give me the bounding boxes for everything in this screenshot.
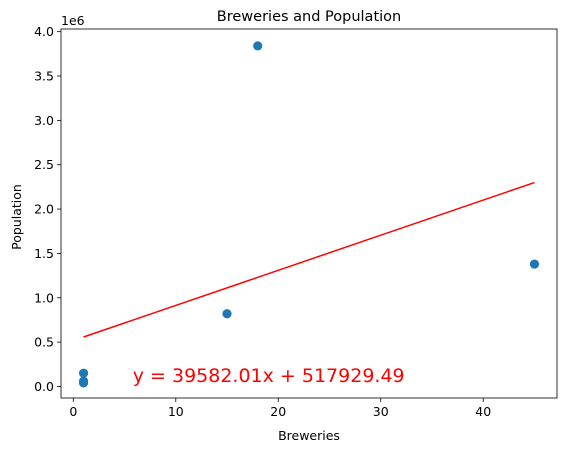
y-tick-label: 1.0: [34, 290, 54, 305]
scatter-point: [78, 368, 89, 378]
x-tick-label: 10: [168, 404, 184, 419]
y-tick-label: 1.5: [34, 246, 54, 261]
y-tick-label: 3.5: [34, 69, 54, 84]
plot-area: 0 10 20 30 40 0.0 0.5 1.0 1.5 2.0 2.5 3.0 3.5 4.0 y = …: [34, 24, 558, 419]
y-tick-label: 2.5: [34, 157, 54, 172]
scatter-point: [253, 41, 263, 51]
y-tick-label: 0.0: [34, 379, 54, 394]
y-tick-label: 3.0: [34, 113, 54, 128]
chart-title: Breweries and Population: [217, 9, 401, 25]
y-tick-label: 4.0: [34, 24, 54, 39]
y-tick-label: 2.0: [34, 202, 54, 217]
x-tick-label: 0: [69, 404, 77, 419]
scatter-point: [222, 309, 232, 319]
regression-equation: y = 39582.01x + 517929.49: [133, 365, 405, 387]
y-offset-label: 1e6: [61, 13, 85, 28]
y-axis-label: Population: [9, 184, 24, 250]
x-tick-label: 30: [373, 404, 389, 419]
regression-line: [83, 181, 535, 338]
x-axis-label: Breweries: [278, 428, 340, 443]
axes-frame: [60, 28, 558, 399]
y-tick-label: 0.5: [34, 335, 54, 350]
x-tick-label: 40: [475, 404, 491, 419]
scatter-point: [78, 376, 89, 386]
scatter-point: [529, 259, 540, 269]
x-tick-label: 20: [270, 404, 286, 419]
